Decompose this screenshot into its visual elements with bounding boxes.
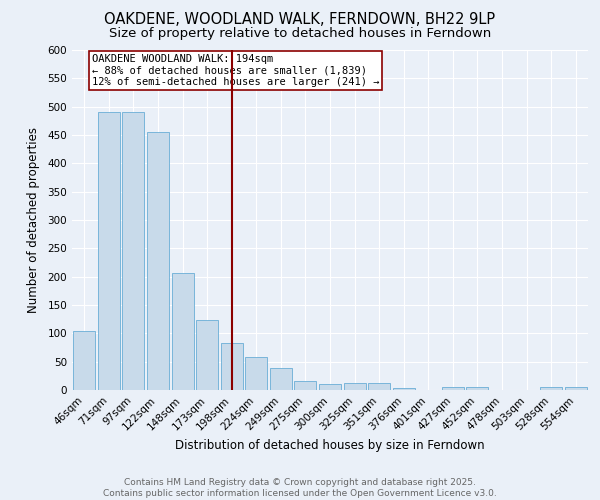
Bar — [319, 384, 341, 390]
Bar — [245, 357, 268, 390]
Bar — [540, 386, 562, 390]
Bar — [196, 320, 218, 390]
Text: Size of property relative to detached houses in Ferndown: Size of property relative to detached ho… — [109, 28, 491, 40]
Bar — [466, 387, 488, 390]
Text: OAKDENE WOODLAND WALK: 194sqm
← 88% of detached houses are smaller (1,839)
12% o: OAKDENE WOODLAND WALK: 194sqm ← 88% of d… — [92, 54, 379, 87]
Bar — [172, 272, 194, 390]
Bar — [270, 368, 292, 390]
Bar — [295, 381, 316, 390]
Bar — [73, 330, 95, 390]
Bar — [98, 112, 120, 390]
Bar — [122, 112, 145, 390]
X-axis label: Distribution of detached houses by size in Ferndown: Distribution of detached houses by size … — [175, 438, 485, 452]
Bar — [368, 383, 390, 390]
Text: OAKDENE, WOODLAND WALK, FERNDOWN, BH22 9LP: OAKDENE, WOODLAND WALK, FERNDOWN, BH22 9… — [104, 12, 496, 28]
Bar — [147, 132, 169, 390]
Bar — [221, 343, 243, 390]
Bar — [344, 383, 365, 390]
Bar — [392, 388, 415, 390]
Text: Contains HM Land Registry data © Crown copyright and database right 2025.
Contai: Contains HM Land Registry data © Crown c… — [103, 478, 497, 498]
Y-axis label: Number of detached properties: Number of detached properties — [28, 127, 40, 313]
Bar — [565, 386, 587, 390]
Bar — [442, 387, 464, 390]
